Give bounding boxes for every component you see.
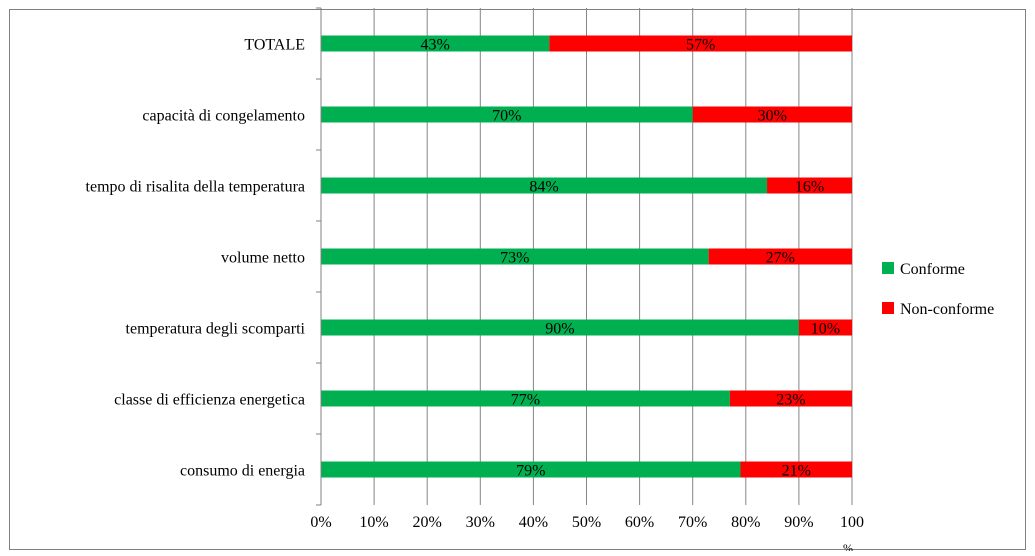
category-label: TOTALE (244, 37, 305, 54)
bar-non-conforme (740, 461, 852, 478)
bar-non-conforme (798, 319, 852, 336)
chart-border (9, 9, 1026, 550)
data-label: 57% (686, 37, 715, 54)
x-tick-label: 0% (310, 514, 331, 531)
x-tick-label: 100 (840, 514, 864, 531)
data-label: 27% (766, 250, 795, 267)
data-label: 10% (811, 321, 840, 338)
data-label: 84% (529, 179, 558, 196)
bar-conforme (321, 106, 693, 123)
bar-conforme (321, 319, 799, 336)
legend-label: Conforme (900, 261, 965, 278)
data-label: 79% (516, 463, 545, 480)
category-label: consumo di energia (180, 463, 305, 480)
bar-non-conforme (692, 106, 852, 123)
bar-non-conforme (729, 390, 852, 407)
bar-conforme (321, 35, 550, 52)
bar-non-conforme (708, 248, 852, 265)
category-label: classe di efficienza energetica (114, 392, 305, 409)
x-tick-label: 40% (519, 514, 548, 531)
x-axis-unit: % (843, 541, 853, 551)
bar-conforme (321, 248, 709, 265)
bar-non-conforme (767, 177, 852, 194)
data-label: 16% (795, 179, 824, 196)
labels: 43% 57% TOTALE 70% 30% capacità di congelamen… (86, 37, 864, 556)
bar-non-conforme (549, 35, 852, 52)
category-label: tempo di risalita della temperatura (86, 179, 305, 196)
x-tick-label: 80% (731, 514, 760, 531)
category-label: volume netto (221, 250, 305, 267)
data-label: 73% (500, 250, 529, 267)
x-tick-label: 50% (572, 514, 601, 531)
legend: Conforme Non-conforme (882, 261, 994, 318)
category-label: temperatura degli scomparti (126, 321, 306, 338)
data-label: 77% (511, 392, 540, 409)
legend-swatch (882, 302, 894, 314)
axes (316, 7, 322, 506)
x-tick-label: 20% (413, 514, 442, 531)
bar-conforme (321, 461, 741, 478)
x-tick-label: 60% (625, 514, 654, 531)
data-label: 90% (545, 321, 574, 338)
category-label: capacità di congelamento (142, 108, 305, 125)
x-tick-label: 30% (466, 514, 495, 531)
data-label: 23% (776, 392, 805, 409)
x-tick-label: 10% (359, 514, 388, 531)
x-tick-label: 70% (678, 514, 707, 531)
bars (321, 35, 852, 478)
bar-conforme (321, 390, 730, 407)
data-label: 70% (492, 108, 521, 125)
bar-conforme (321, 177, 768, 194)
data-label: 30% (758, 108, 787, 125)
x-tick-label: 90% (784, 514, 813, 531)
legend-label: Non-conforme (900, 301, 994, 318)
data-label: 21% (782, 463, 811, 480)
legend-swatch (882, 262, 894, 274)
data-label: 43% (421, 37, 450, 54)
